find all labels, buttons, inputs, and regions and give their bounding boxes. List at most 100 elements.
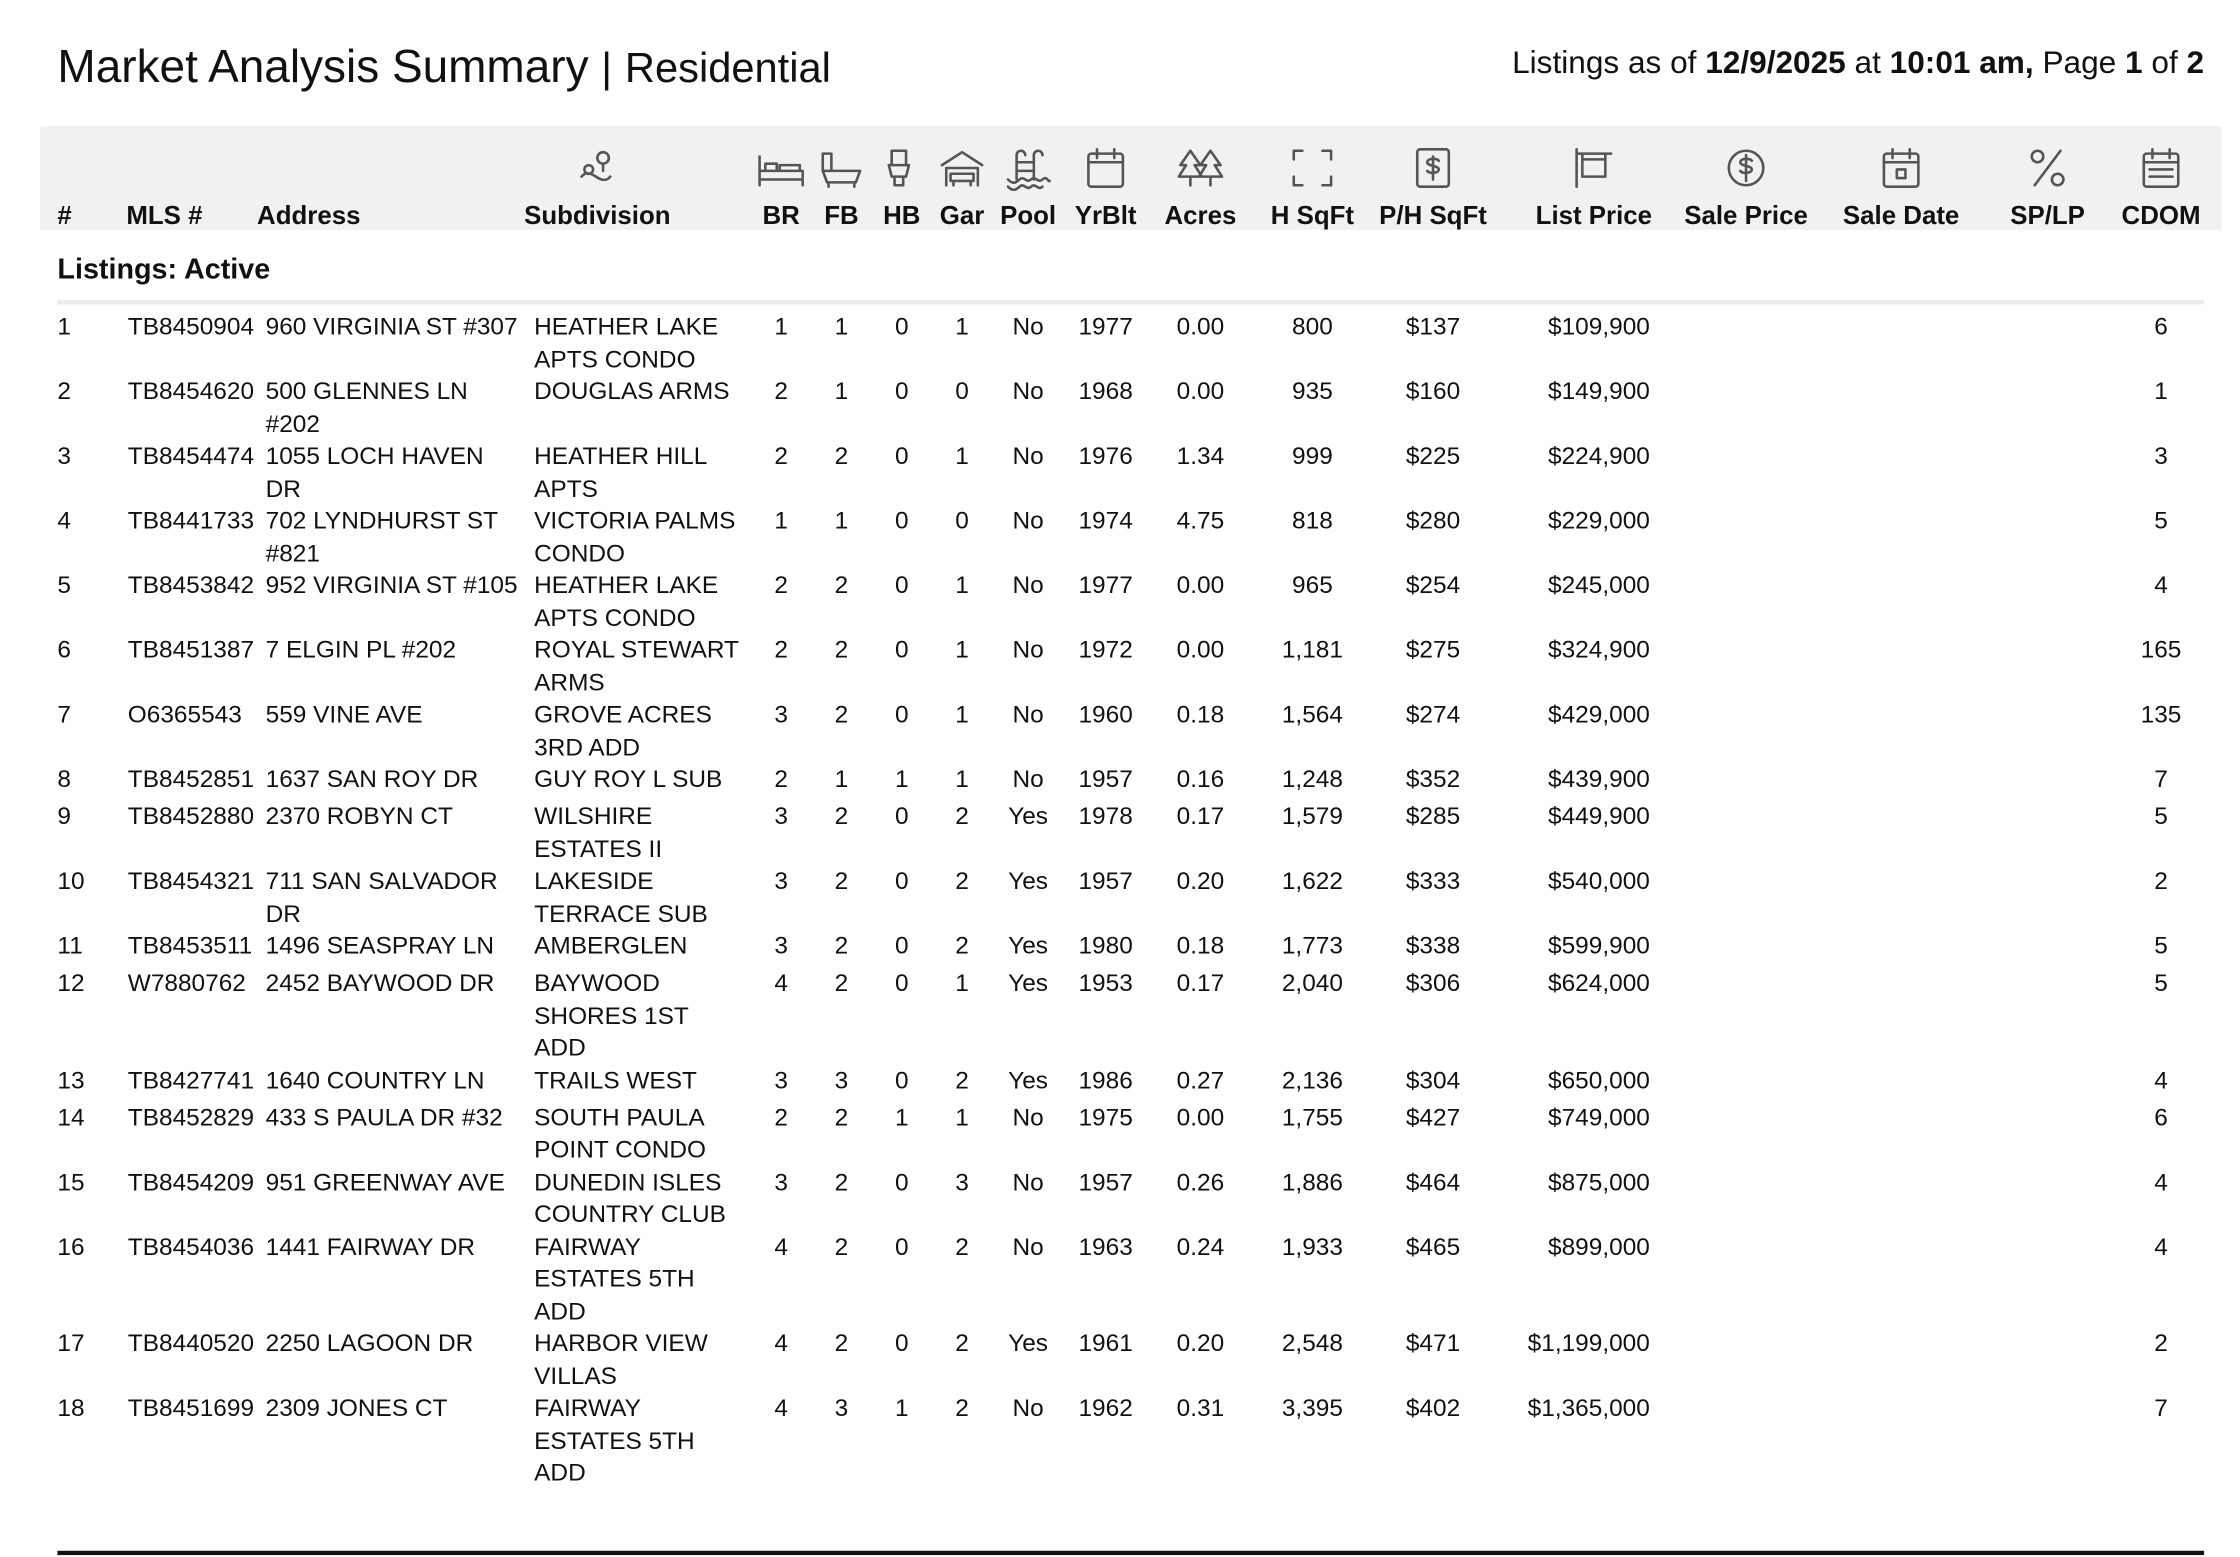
table-cell: $650,000 (1548, 1066, 1650, 1094)
table-cell: 1 (57, 313, 72, 341)
table-cell: 1963 (1078, 1232, 1133, 1261)
table-cell: $109,900 (1548, 313, 1650, 341)
table-cell: LAKESIDE TERRACE SUB (534, 867, 708, 927)
table-cell: 800 (1292, 313, 1333, 341)
table-cell: 2,040 (1281, 969, 1343, 997)
table-cell: TB8453511 (127, 931, 253, 960)
table-cell: No (1012, 1394, 1044, 1422)
table-cell: 2 (834, 1329, 849, 1357)
column-header: MLS # (126, 201, 203, 230)
table-cell: $275 (1405, 636, 1461, 664)
table-cell: 2 (834, 802, 849, 830)
table-cell: 960 VIRGINIA ST #307 (265, 313, 518, 341)
table-cell: 1,622 (1281, 867, 1343, 895)
icon (1882, 148, 1920, 188)
table-cell: $749,000 (1548, 1103, 1650, 1131)
table-cell: 0.00 (1176, 571, 1225, 599)
table-cell: Yes (1008, 867, 1049, 895)
table-cell: TB8454209 (127, 1168, 255, 1196)
status-part: 10:01 am, (1889, 44, 2034, 81)
table-cell: 1962 (1078, 1394, 1133, 1422)
table-cell: 1975 (1078, 1103, 1133, 1131)
table-cell: 1976 (1078, 442, 1133, 470)
table-cell: DOUGLAS ARMS (534, 377, 730, 405)
table-cell: TB8451387 (127, 636, 255, 664)
table-cell: TB8450904 (127, 313, 255, 341)
table-cell: 818 (1292, 506, 1333, 535)
table-cell: 0.17 (1176, 802, 1225, 830)
table-cell: AMBERGLEN (534, 931, 688, 960)
table-cell: $1,199,000 (1527, 1329, 1650, 1357)
table-cell: 2 (955, 1232, 969, 1261)
table-cell: 0.20 (1176, 867, 1225, 895)
table-cell: 951 GREENWAY AVE (265, 1168, 505, 1196)
table-cell: 2 (955, 1394, 969, 1422)
title: Market Analysis Summary (57, 40, 589, 92)
icon (2030, 149, 2065, 187)
table-cell: 1960 (1078, 700, 1133, 729)
table-cell: 1974 (1078, 506, 1133, 535)
section-rule (57, 300, 2205, 305)
table-cell: 0.20 (1176, 1329, 1225, 1357)
table-cell: 4 (2154, 1232, 2168, 1261)
table-cell: 1,886 (1281, 1168, 1343, 1196)
table-cell: 2 (774, 571, 788, 599)
column-header: BR (762, 201, 800, 230)
bottom-rule (57, 1550, 2205, 1556)
column-icon (1004, 145, 1053, 192)
table-cell: 2 (774, 442, 788, 470)
table-cell: 3 (774, 867, 788, 895)
table-cell: $624,000 (1548, 969, 1650, 997)
column-icon (2137, 145, 2186, 191)
table-cell: 1 (955, 313, 969, 341)
table-cell: 2 (834, 571, 849, 599)
table-cell: 2 (834, 636, 849, 664)
table-cell: 1968 (1078, 377, 1133, 405)
table-cell: 2 (955, 931, 969, 960)
table-cell: $352 (1405, 765, 1461, 793)
table-cell: $229,000 (1548, 506, 1650, 535)
table-cell: $439,900 (1548, 765, 1650, 793)
table-cell: $540,000 (1548, 867, 1650, 895)
table-cell: 2 (2154, 867, 2168, 895)
table-cell: 0 (955, 506, 969, 535)
table-cell: $324,900 (1548, 636, 1650, 664)
table-cell: 1,564 (1281, 700, 1343, 729)
table-cell: $306 (1405, 969, 1461, 997)
status-part: 2 (2186, 44, 2205, 81)
table-cell: 0.16 (1176, 765, 1225, 793)
icon (940, 150, 984, 187)
table-cell: 1 (774, 313, 788, 341)
table-cell: No (1012, 765, 1044, 793)
column-icon (1722, 145, 1771, 191)
table-cell: O6365543 (127, 700, 242, 729)
column-header: YrBlt (1074, 201, 1137, 230)
table-cell: 3 (834, 1394, 849, 1422)
table-cell: 0 (955, 377, 969, 405)
table-cell: 18 (57, 1394, 85, 1422)
table-cell: $225 (1405, 442, 1461, 470)
table-cell: 2,136 (1281, 1066, 1343, 1094)
column-header: Sale Price (1684, 201, 1808, 230)
status-part: Listings as of (1512, 44, 1706, 81)
table-cell: $333 (1405, 867, 1461, 895)
table-cell: 4 (57, 506, 72, 535)
table-cell: TB8440520 (127, 1329, 255, 1357)
table-cell: 4 (774, 969, 788, 997)
table-cell: 0.00 (1176, 636, 1225, 664)
table-cell: 11 (57, 931, 83, 960)
table-cell: 10 (57, 867, 85, 895)
status-part: 1 (2125, 44, 2143, 81)
table-cell: 3 (955, 1168, 969, 1196)
table-cell: $285 (1405, 802, 1461, 830)
listing-status: Listings as of 12/9/2025 at 10:01 am, Pa… (1512, 43, 2204, 83)
table-cell: 0 (894, 867, 909, 895)
table-cell: 135 (2140, 700, 2182, 729)
table-cell: FAIRWAY ESTATES 5TH ADD (534, 1232, 695, 1325)
column-icon (1176, 145, 1225, 191)
status-part: of (2142, 44, 2187, 81)
table-cell: 0 (894, 1168, 909, 1196)
column-icon (938, 145, 987, 191)
table-cell: 2250 LAGOON DR (265, 1329, 474, 1357)
